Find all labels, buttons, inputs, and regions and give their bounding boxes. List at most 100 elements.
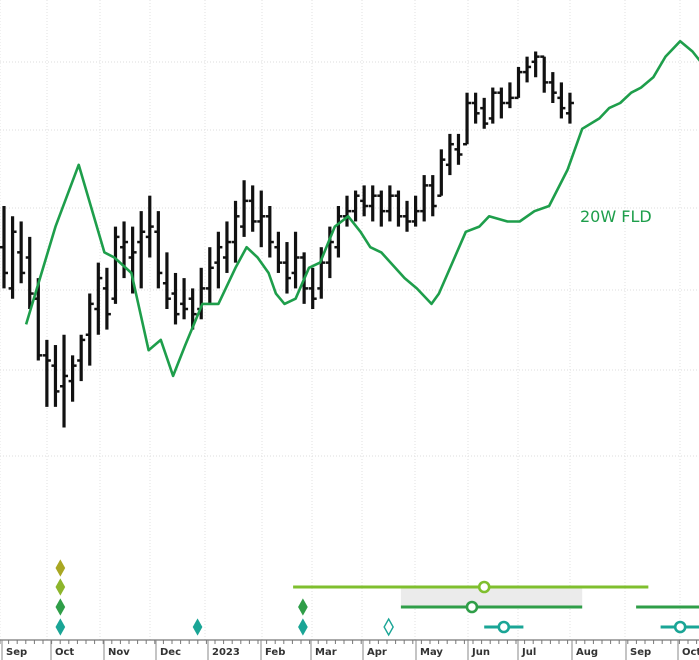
cycle-diamond-marker: [192, 618, 203, 636]
cycle-diamond-marker: [298, 598, 308, 616]
price-bar: [180, 278, 189, 320]
price-bar: [454, 133, 463, 165]
cycle-range-line: [293, 580, 649, 594]
cycle-diamond-marker: [55, 578, 66, 596]
price-bar: [120, 221, 129, 279]
x-tick-label: Oct: [55, 647, 74, 658]
price-bar: [85, 293, 94, 366]
x-axis: Sep Oct Nov Dec 2023 Feb Mar Apr May Jun Jul Aug Sep…: [0, 639, 699, 660]
price-bar: [334, 206, 343, 258]
x-tick-label: Sep: [6, 647, 27, 658]
cycle-shaded-band: [400, 587, 583, 607]
cycle-diamond-marker: [298, 618, 308, 636]
cycle-range-line: [400, 600, 583, 614]
price-bar: [222, 221, 231, 273]
price-bar: [368, 185, 377, 222]
price-bar: [385, 185, 394, 222]
price-bar: [540, 55, 549, 93]
price-bar: [445, 133, 454, 176]
price-bar: [565, 92, 574, 124]
price-bar: [8, 216, 17, 299]
cycle-marker-band: [400, 587, 583, 607]
price-bar: [411, 195, 420, 227]
cycle-markers: [55, 559, 699, 637]
fld-line: [24, 39, 699, 378]
price-bar: [17, 221, 26, 284]
price-bar: [77, 334, 86, 382]
price-bar: [188, 288, 197, 330]
cycle-diamond-marker: [55, 559, 66, 577]
cycle-diamond-marker: [383, 617, 394, 637]
price-bar: [248, 185, 257, 232]
price-bar: [497, 87, 506, 119]
price-bars: [0, 51, 574, 428]
x-tick-label: Sep: [630, 647, 651, 658]
price-bar: [437, 149, 446, 197]
price-bar: [548, 72, 557, 103]
price-bar: [351, 190, 360, 222]
price-bar: [282, 242, 291, 294]
price-bar: [94, 262, 103, 335]
x-tick-label: Oct: [682, 647, 699, 658]
price-bar: [154, 211, 163, 289]
price-bar: [523, 56, 532, 83]
price-bar: [428, 175, 437, 217]
x-tick-label: Aug: [576, 647, 598, 658]
price-bar: [325, 226, 334, 279]
price-bar: [291, 231, 300, 289]
price-bar: [317, 247, 326, 299]
price-bar: [60, 334, 69, 428]
price-bar: [505, 82, 514, 109]
cycle-diamond-marker: [55, 598, 66, 616]
x-tick-label: Nov: [108, 647, 130, 658]
price-bar: [171, 272, 180, 325]
price-bar: [231, 200, 240, 263]
price-bar: [360, 185, 369, 217]
x-tick-label: Feb: [265, 647, 285, 658]
price-bar: [205, 247, 214, 304]
x-tick-label: Mar: [315, 647, 337, 658]
price-bar: [257, 190, 266, 248]
x-tick-label: May: [420, 647, 443, 658]
price-bar: [51, 345, 60, 407]
price-bar: [514, 66, 523, 100]
price-bar: [377, 190, 386, 227]
price-bar: [420, 175, 429, 222]
price-bar: [308, 267, 317, 309]
price-bar: [0, 206, 8, 289]
price-bar: [265, 206, 274, 258]
price-bar: [274, 231, 283, 273]
price-bar: [343, 195, 351, 227]
price-bar: [531, 51, 540, 78]
price-bar: [42, 339, 51, 407]
price-bar: [68, 355, 77, 402]
price-bar: [240, 180, 249, 237]
grid-lines: [0, 0, 699, 640]
cycle-range-line: [660, 620, 699, 634]
price-bar: [463, 92, 472, 146]
x-tick-label: 2023: [212, 647, 240, 658]
price-bar: [480, 97, 489, 129]
price-bar: [137, 211, 146, 289]
fld-annotation: 20W FLD: [580, 207, 652, 226]
price-bar: [162, 252, 171, 309]
price-bar: [488, 87, 497, 124]
price-bar: [111, 226, 120, 304]
price-bar: [25, 236, 34, 309]
x-tick-label: Jun: [471, 647, 490, 658]
x-tick-label: Apr: [367, 647, 387, 658]
price-bar: [394, 190, 403, 227]
cycle-diamond-marker: [55, 618, 66, 636]
fld-series: 20W FLD: [24, 39, 699, 378]
price-bar: [102, 267, 111, 330]
x-tick-label: Dec: [160, 647, 181, 658]
price-bar: [557, 82, 566, 119]
price-bar: [214, 231, 223, 289]
price-bar: [145, 195, 154, 258]
price-bar: [403, 200, 412, 232]
price-bar: [471, 92, 480, 124]
x-tick-label: Jul: [521, 647, 536, 658]
cycle-range-line: [484, 620, 524, 634]
